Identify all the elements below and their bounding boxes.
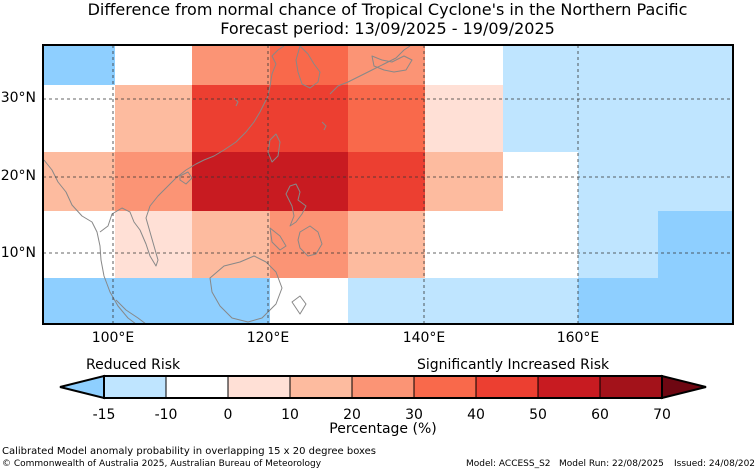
risk-grid-cells (43, 45, 733, 324)
risk-cell (425, 85, 503, 152)
risk-cell (578, 152, 733, 211)
colorbar-swatch (600, 376, 662, 398)
lon-label-160e: 160°E (556, 330, 600, 346)
risk-cell (115, 85, 192, 152)
lon-label-100e: 100°E (91, 330, 135, 346)
lat-label-10n: 10°N (0, 245, 36, 261)
risk-cell (348, 278, 578, 324)
increased-risk-label: Significantly Increased Risk (417, 357, 610, 373)
risk-cell (503, 45, 733, 85)
risk-cell (192, 45, 270, 85)
risk-cell (348, 211, 425, 278)
risk-cell (658, 211, 733, 278)
graticule (43, 45, 733, 324)
colorbar-tick: 0 (223, 407, 233, 423)
colorbar-tick: 30 (405, 407, 423, 423)
colorbar-swatch (414, 376, 476, 398)
colorbar-swatch (661, 374, 707, 400)
colorbar-tick: 10 (281, 407, 299, 423)
risk-cell (192, 152, 348, 211)
colorbar-swatch (228, 376, 290, 398)
colorbar-swatch (538, 376, 600, 398)
footer-run: Model Run: 22/08/2025 (559, 459, 664, 469)
lon-label-140e: 140°E (402, 330, 446, 346)
lat-label-30n: 30°N (0, 90, 36, 106)
colorbar-swatch (352, 376, 414, 398)
colorbar-swatch (59, 374, 105, 400)
colorbar-tick: 70 (653, 407, 671, 423)
risk-cell (270, 211, 348, 278)
colorbar-axis-label: Percentage (%) (329, 421, 437, 437)
lat-label-20n: 20°N (0, 168, 36, 184)
colorbar-tick: 60 (591, 407, 609, 423)
risk-cell (425, 211, 578, 278)
risk-cell (578, 278, 733, 324)
risk-cell (270, 278, 348, 324)
lon-label-120e: 120°E (246, 330, 290, 346)
colorbar-tick: -15 (92, 407, 116, 423)
footer-caption: Calibrated Model anomaly probability in … (2, 446, 377, 457)
risk-cell (425, 152, 503, 211)
reduced-risk-label: Reduced Risk (86, 357, 181, 373)
colorbar-swatch (104, 376, 166, 398)
footer-model: Model: ACCESS_S2 (466, 459, 551, 469)
risk-cell (348, 152, 425, 211)
map-title: Difference from normal chance of Tropica… (87, 0, 688, 19)
map-frame (42, 44, 734, 325)
colorbar-swatch (166, 376, 228, 398)
risk-cell (348, 45, 425, 85)
risk-cell (425, 45, 503, 85)
risk-cell (503, 152, 578, 211)
risk-cell (43, 152, 115, 211)
colorbar-tick: -10 (154, 407, 178, 423)
footer-issued: Issued: 24/08/2025 (674, 459, 755, 469)
colorbar (59, 374, 707, 400)
forecast-period: Forecast period: 13/09/2025 - 19/09/2025 (220, 19, 555, 38)
risk-cell (348, 85, 425, 152)
risk-cell (270, 45, 348, 85)
footer-copyright: © Commonwealth of Australia 2025, Austra… (2, 459, 322, 469)
colorbar-swatch (476, 376, 538, 398)
risk-cell (43, 211, 115, 278)
colorbar-tick: 40 (467, 407, 485, 423)
risk-cell (43, 85, 115, 152)
risk-cell (503, 85, 733, 152)
risk-cell (115, 45, 192, 85)
colorbar-swatch (290, 376, 352, 398)
risk-cell (43, 278, 270, 324)
risk-cell (578, 211, 658, 278)
risk-cell (43, 45, 115, 85)
colorbar-tick: 20 (343, 407, 361, 423)
coastlines (43, 45, 413, 325)
risk-cell (192, 211, 270, 278)
colorbar-tick: 50 (529, 407, 547, 423)
